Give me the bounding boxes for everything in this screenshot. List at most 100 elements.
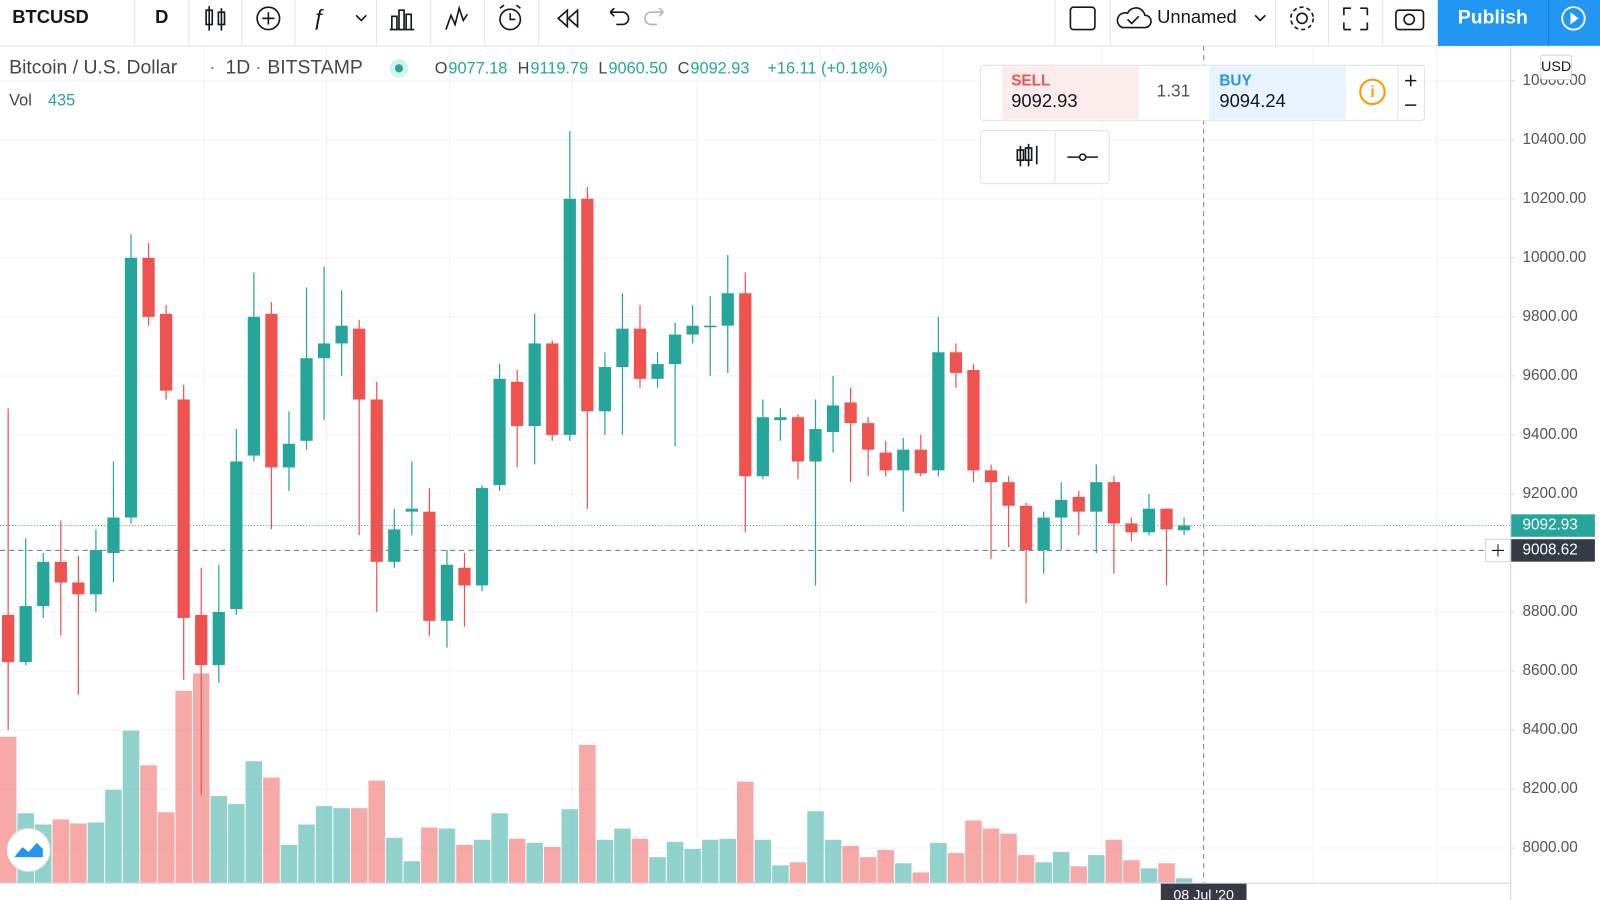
sell-button[interactable] — [1002, 66, 1139, 120]
y-tick-label: 9200.00 — [1522, 485, 1577, 502]
logo — [14, 842, 43, 858]
chart-type-icon[interactable] — [205, 6, 226, 31]
volume — [0, 673, 1193, 883]
volume-bar — [701, 839, 719, 883]
candle-body — [967, 369, 980, 471]
volume-bar — [333, 808, 350, 883]
dropdown-icon[interactable] — [355, 14, 367, 22]
candle-body — [72, 582, 85, 595]
symbol-name: Bitcoin / U.S. Dollar — [9, 56, 178, 78]
buy-label[interactable]: BUY — [1219, 73, 1251, 90]
info-glyph: i — [1370, 84, 1374, 101]
ohlc-key: O — [435, 60, 448, 78]
volume-bar — [596, 839, 614, 883]
candle-body — [212, 612, 225, 666]
y-tick-label: 8200.00 — [1522, 780, 1577, 797]
candle-body — [563, 198, 576, 435]
volume-bar — [52, 819, 70, 883]
volume-bar — [403, 861, 421, 883]
candle-body — [686, 325, 699, 335]
price-axis-labels: 8000.00 8200.00 8400.00 8600.00 8800.00 9200.… — [1510, 72, 1586, 856]
buy-button[interactable] — [1209, 66, 1346, 120]
sell-label[interactable]: SELL — [1011, 73, 1050, 90]
volume-bar — [87, 822, 105, 883]
candle-body — [107, 517, 120, 553]
sell-price[interactable]: 9092.93 — [1011, 90, 1077, 111]
price-axis — [1510, 45, 1600, 900]
currency-box[interactable] — [1540, 54, 1572, 81]
volume-bar — [491, 813, 508, 883]
symbol[interactable]: BTCUSD — [12, 6, 89, 27]
volume-bar — [245, 761, 263, 883]
compare-icon[interactable] — [389, 9, 415, 31]
candle-body — [914, 449, 927, 474]
layout-icon[interactable] — [1069, 6, 1096, 31]
candle-body — [247, 316, 260, 456]
add-icon[interactable] — [256, 6, 281, 31]
candle-body — [879, 452, 892, 471]
redo-icon[interactable] — [644, 7, 664, 26]
volume-bar — [122, 730, 140, 883]
layout-name[interactable]: Unnamed — [1157, 6, 1237, 27]
candle-body — [1142, 508, 1156, 533]
candle-body — [177, 399, 190, 618]
crosshair-date-tag — [1160, 883, 1247, 900]
alert-icon[interactable] — [499, 4, 522, 31]
logo-badge[interactable] — [6, 828, 51, 872]
ohlc-value: 9092.93 — [690, 60, 749, 78]
volume-bar — [263, 777, 280, 883]
templates-icon[interactable] — [445, 5, 469, 30]
candle-body — [668, 334, 682, 365]
candle-body — [89, 550, 103, 595]
y-tick-label: 9800.00 — [1522, 308, 1577, 325]
currency[interactable]: USD — [1541, 59, 1571, 75]
candle-body — [493, 378, 506, 486]
publish-label[interactable]: Publish — [1458, 6, 1528, 28]
volume-bar — [965, 820, 982, 883]
ohlc-value: 9119.79 — [530, 60, 588, 78]
candle-body — [862, 423, 875, 450]
candle-body — [230, 461, 243, 610]
play-icon[interactable] — [1561, 6, 1586, 31]
candle-body — [1160, 508, 1173, 530]
candle-body — [809, 429, 822, 462]
volume-bar — [877, 850, 894, 883]
ohlc-key: H — [518, 60, 530, 78]
buy-price[interactable]: 9094.24 — [1219, 90, 1285, 111]
undo-icon[interactable] — [609, 7, 630, 26]
candle-body — [897, 449, 910, 471]
fullscreen-icon[interactable] — [1343, 7, 1369, 31]
crosshair-plus-icon — [1491, 544, 1505, 557]
cloud-icon[interactable] — [1116, 7, 1152, 29]
quantity-controls[interactable] — [1405, 75, 1417, 106]
info-icon[interactable] — [1359, 78, 1386, 106]
volume-bar — [438, 828, 456, 883]
volume-bar — [772, 865, 789, 883]
interval[interactable]: D — [155, 6, 168, 27]
publish-button[interactable] — [1437, 0, 1548, 46]
candle-body — [265, 313, 278, 468]
candle-body — [616, 328, 629, 368]
volume-value: 435 — [48, 91, 75, 109]
indicators-icon[interactable]: ƒ — [312, 4, 324, 29]
volume-bar — [1158, 863, 1175, 883]
volume-bar — [561, 809, 579, 883]
order-icon[interactable] — [1016, 143, 1038, 167]
volume-bar — [386, 837, 403, 883]
candle-body — [2, 614, 15, 663]
volume-bar — [895, 863, 912, 883]
candle-body — [511, 381, 524, 427]
replay-icon[interactable] — [556, 8, 579, 29]
candle-body — [756, 417, 769, 477]
candle-body — [370, 399, 383, 562]
volume-bar — [456, 844, 473, 883]
candle-body — [1020, 505, 1033, 551]
volume-bar — [1140, 868, 1158, 883]
settings-icon[interactable] — [1290, 6, 1315, 31]
volume-label: Vol — [9, 91, 32, 109]
candle-body — [774, 417, 787, 421]
volume-bar — [982, 828, 1000, 883]
layout-dropdown[interactable] — [1254, 14, 1266, 22]
snapshot-icon[interactable] — [1395, 9, 1425, 31]
volume-bar — [1088, 855, 1105, 883]
